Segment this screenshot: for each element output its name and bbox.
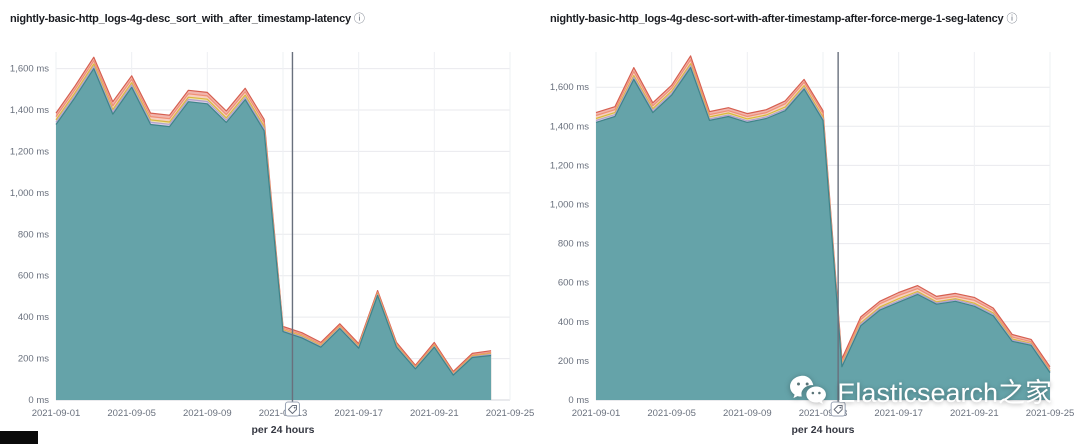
x-axis-tick-label: 2021-09-13 [259, 408, 308, 419]
x-axis-title: per 24 hours [791, 424, 854, 436]
tag-icon [287, 405, 297, 414]
y-axis-tick-label: 200 ms [18, 354, 49, 365]
annotation-tag-marker[interactable] [284, 401, 300, 417]
x-axis-tick-label: 2021-09-17 [874, 408, 923, 419]
y-axis-tick-label: 0 ms [568, 395, 589, 406]
x-axis-tick-label: 2021-09-05 [647, 408, 696, 419]
annotation-tag-marker[interactable] [830, 401, 846, 417]
x-axis-title: per 24 hours [251, 424, 314, 436]
x-axis-tick-label: 2021-09-21 [410, 408, 459, 419]
y-axis-tick-label: 800 ms [18, 229, 49, 240]
chart-panel-left: nightly-basic-http_logs-4g-desc_sort_wit… [0, 0, 540, 440]
series-band-yellow-line [595, 63, 1051, 372]
series-main-area-teal-area [596, 67, 1050, 400]
x-axis-tick-label: 2021-09-01 [32, 408, 81, 419]
latency-area-chart-left[interactable]: 0 ms 200 ms 400 ms 600 ms 800 ms 1,000 ms 1,20… [0, 26, 540, 440]
y-axis-tick-label: 1,000 ms [550, 199, 589, 210]
chart-title: nightly-basic-http_logs-4g-desc_sort_wit… [0, 0, 540, 26]
x-axis-tick-label: 2021-09-21 [950, 408, 999, 419]
y-axis-tick-label: 1,600 ms [10, 64, 49, 75]
latency-area-chart-right[interactable]: 0 ms 200 ms 400 ms 600 ms 800 ms 1,000 ms 1,20… [540, 26, 1080, 440]
tag-icon [833, 405, 843, 414]
y-axis-tick-label: 1,000 ms [10, 188, 49, 199]
x-axis-tick-label: 2021-09-13 [799, 408, 848, 419]
y-axis-tick-label: 800 ms [558, 239, 589, 250]
x-axis-tick-label: 2021-09-25 [486, 408, 535, 419]
y-axis-tick-label: 600 ms [18, 271, 49, 282]
series-band-lavender-line [595, 65, 1051, 373]
tag-icon-dot [293, 406, 296, 409]
corner-black-bar [0, 431, 38, 444]
info-icon[interactable]: ⓘ [353, 13, 365, 25]
y-axis-tick-label: 1,200 ms [550, 160, 589, 171]
chart-title-text: nightly-basic-http_logs-4g-desc_sort_wit… [10, 13, 351, 25]
y-axis-tick-label: 200 ms [558, 356, 589, 367]
info-icon[interactable]: ⓘ [1006, 13, 1018, 25]
y-axis-tick-label: 400 ms [18, 312, 49, 323]
y-axis-tick-label: 0 ms [28, 395, 49, 406]
series-main-area-teal-line [55, 68, 492, 376]
series-main-area-teal-line [595, 67, 1051, 373]
x-axis-tick-label: 2021-09-05 [107, 408, 156, 419]
x-axis-tick-label: 2021-09-09 [183, 408, 232, 419]
x-axis-tick-label: 2021-09-25 [1026, 408, 1075, 419]
x-axis-tick-label: 2021-09-01 [572, 408, 621, 419]
x-axis-tick-label: 2021-09-17 [334, 408, 383, 419]
y-axis-tick-label: 1,600 ms [550, 82, 589, 93]
series-band-orange-line [595, 59, 1051, 370]
chart-title: nightly-basic-http_logs-4g-desc-sort-wit… [540, 0, 1080, 26]
series-band-red-line [595, 55, 1051, 368]
y-axis-tick-label: 400 ms [558, 317, 589, 328]
chart-panel-right: nightly-basic-http_logs-4g-desc-sort-wit… [540, 0, 1080, 444]
y-axis-tick-label: 1,400 ms [10, 105, 49, 116]
y-axis-tick-label: 1,400 ms [550, 121, 589, 132]
chart-title-text: nightly-basic-http_logs-4g-desc-sort-wit… [550, 13, 1004, 25]
tag-icon-dot [839, 406, 842, 409]
y-axis-tick-label: 600 ms [558, 278, 589, 289]
x-axis-tick-label: 2021-09-09 [723, 408, 772, 419]
y-axis-tick-label: 1,200 ms [10, 146, 49, 157]
